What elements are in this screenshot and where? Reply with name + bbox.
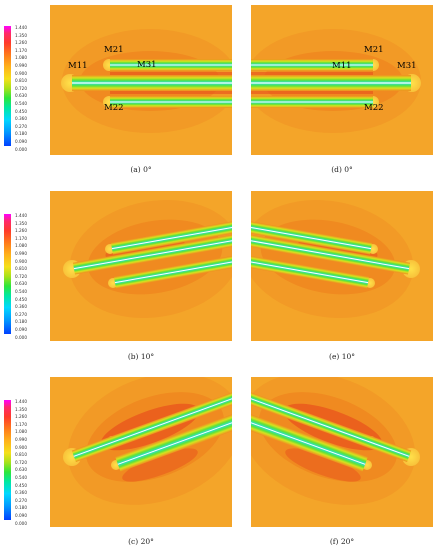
label-m22-right: M22	[364, 103, 384, 113]
colorbar-tick: 0.360	[15, 116, 27, 122]
colorbar: 1.440 1.350 1.260 1.170 1.080 0.990 0.90…	[4, 212, 42, 340]
colorbar-tick: 1.440	[15, 25, 27, 30]
caption-a: (a) 0°	[130, 165, 152, 174]
label-m31-right: M31	[397, 61, 417, 71]
colorbar-tick: 0.810	[15, 78, 27, 84]
colorbar-tick: 0.270	[15, 123, 27, 129]
colorbar-tick: 0.090	[15, 138, 27, 144]
colorbar: 1.440 1.350 1.260 1.170 1.080 0.990 0.90…	[4, 398, 42, 526]
colorbar-tick: 0.990	[15, 436, 27, 442]
colorbar-tick: 1.170	[15, 421, 27, 427]
colorbar-tick: 1.440	[15, 213, 27, 218]
colorbar-tick: 1.080	[15, 429, 27, 435]
colorbar-labels: 1.440 1.350 1.260 1.170 1.080 0.990 0.90…	[15, 24, 42, 152]
colorbar: 1.440 1.350 1.260 1.170 1.080 0.990 0.90…	[4, 24, 42, 152]
colorbar-tick: 0.810	[15, 452, 27, 458]
contour-panel-f	[251, 377, 433, 527]
colorbar-tick: 1.080	[15, 55, 27, 61]
colorbar-tick: 0.900	[15, 258, 27, 264]
colorbar-tick: 0.000	[15, 334, 27, 340]
colorbar-tick: 0.000	[15, 520, 27, 526]
colorbar-tick: 0.360	[15, 304, 27, 310]
label-m11-right: M11	[332, 61, 352, 71]
colorbar-tick: 0.180	[15, 319, 27, 325]
colorbar-tick: 0.900	[15, 444, 27, 450]
colorbar-tick: 0.180	[15, 131, 27, 137]
colorbar-tick: 0.450	[15, 296, 27, 302]
colorbar-tick: 0.360	[15, 490, 27, 496]
colorbar-gradient	[4, 214, 11, 334]
colorbar-gradient	[4, 400, 11, 520]
colorbar-tick: 0.270	[15, 311, 27, 317]
colorbar-tick: 0.810	[15, 266, 27, 272]
label-m11-left: M11	[68, 61, 88, 71]
colorbar-tick: 0.630	[15, 281, 27, 287]
colorbar-tick: 1.170	[15, 47, 27, 53]
colorbar-tick: 0.000	[15, 146, 27, 152]
colorbar-tick: 1.260	[15, 414, 27, 420]
colorbar-tick: 0.720	[15, 273, 27, 279]
contour-panel-a	[50, 5, 232, 155]
colorbar-tick: 0.720	[15, 459, 27, 465]
contour-panel-e	[251, 191, 433, 341]
colorbar-tick: 1.080	[15, 243, 27, 249]
colorbar-tick: 1.350	[15, 32, 27, 38]
label-m22-left: M22	[104, 103, 124, 113]
colorbar-tick: 0.540	[15, 100, 27, 106]
caption-d: (d) 0°	[331, 165, 353, 174]
colorbar-tick: 0.270	[15, 497, 27, 503]
caption-b: (b) 10°	[127, 352, 155, 361]
colorbar-tick: 0.630	[15, 93, 27, 99]
colorbar-tick: 0.990	[15, 62, 27, 68]
contour-panel-c	[50, 377, 232, 527]
colorbar-tick: 1.260	[15, 40, 27, 46]
colorbar-tick: 0.630	[15, 467, 27, 473]
caption-e: (e) 10°	[329, 352, 355, 361]
colorbar-tick: 0.450	[15, 108, 27, 114]
colorbar-tick: 1.350	[15, 220, 27, 226]
colorbar-tick: 1.440	[15, 399, 27, 404]
colorbar-tick: 1.170	[15, 235, 27, 241]
contour-panel-d	[251, 5, 433, 155]
label-m21-right: M21	[364, 45, 384, 55]
colorbar-tick: 0.990	[15, 250, 27, 256]
colorbar-tick: 0.180	[15, 505, 27, 511]
contour-panel-b	[50, 191, 232, 341]
label-m21-left: M21	[104, 45, 124, 55]
caption-c: (c) 20°	[128, 537, 154, 546]
colorbar-tick: 1.350	[15, 406, 27, 412]
colorbar-tick: 0.720	[15, 85, 27, 91]
colorbar-labels: 1.440 1.350 1.260 1.170 1.080 0.990 0.90…	[15, 398, 42, 526]
colorbar-labels: 1.440 1.350 1.260 1.170 1.080 0.990 0.90…	[15, 212, 42, 340]
label-m31-left: M31	[137, 60, 157, 70]
colorbar-tick: 0.450	[15, 482, 27, 488]
colorbar-gradient	[4, 26, 11, 146]
colorbar-tick: 0.540	[15, 288, 27, 294]
colorbar-tick: 0.540	[15, 474, 27, 480]
colorbar-tick: 0.900	[15, 70, 27, 76]
colorbar-tick: 0.090	[15, 326, 27, 332]
colorbar-tick: 1.260	[15, 228, 27, 234]
colorbar-tick: 0.090	[15, 512, 27, 518]
caption-f: (f) 20°	[329, 537, 355, 546]
